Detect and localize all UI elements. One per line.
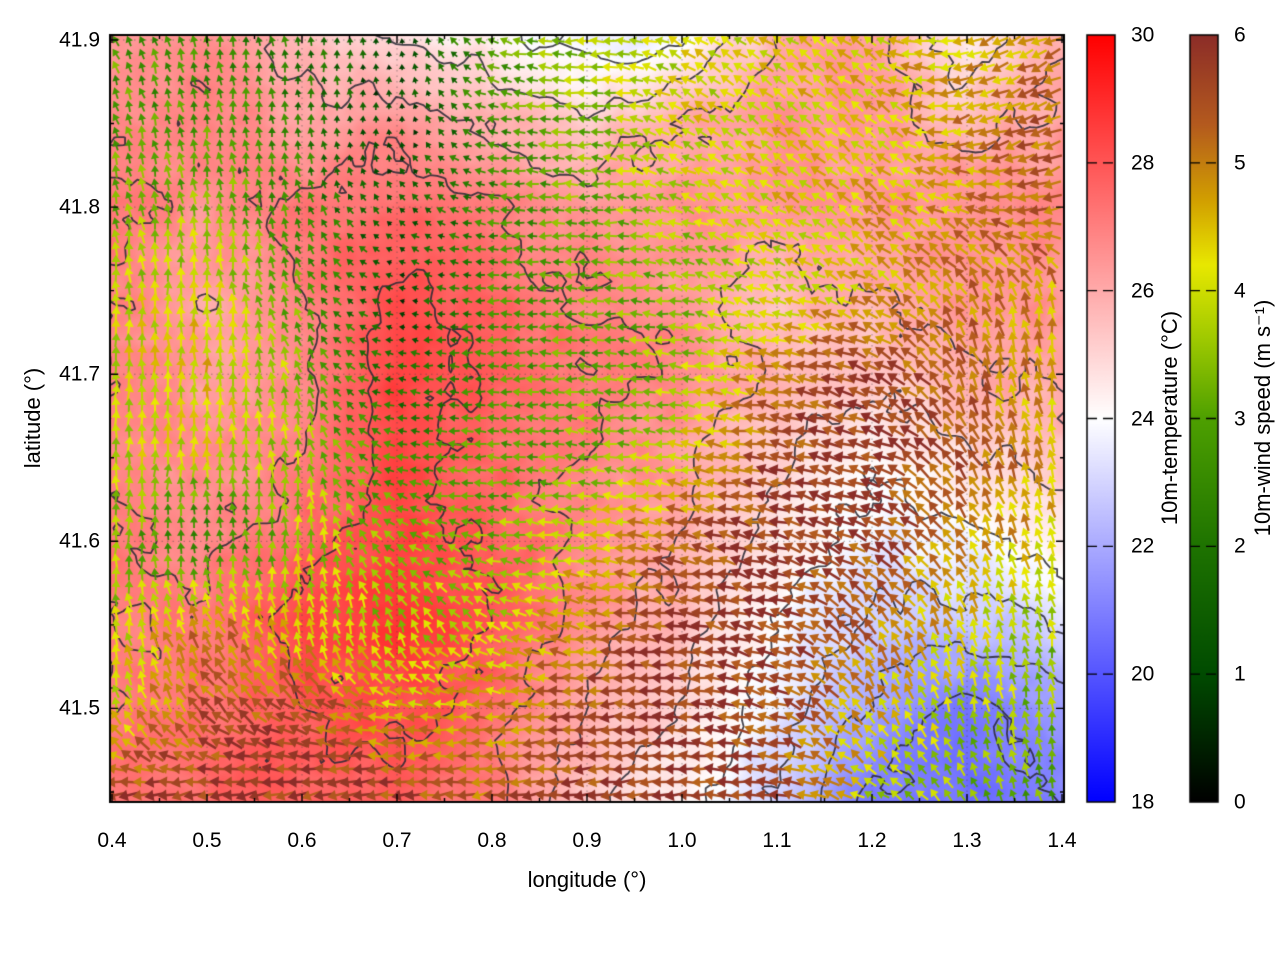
y-axis-title: latitude (°) — [20, 367, 45, 469]
x-tick-label-1.2: 1.2 — [857, 829, 887, 852]
colorbar-windspeed-title: 10m-wind speed (m s⁻¹) — [1250, 299, 1275, 537]
x-axis-title: longitude (°) — [527, 867, 647, 892]
x-tick-label-0.7: 0.7 — [382, 829, 412, 852]
x-tick-label-0.5: 0.5 — [192, 829, 222, 852]
windspeed-cb-tick-label-5: 5 — [1234, 151, 1246, 175]
temperature-cb-tick-label-26: 26 — [1131, 279, 1155, 303]
temperature-cb-tick-label-28: 28 — [1131, 151, 1155, 175]
temperature-cb-tick-label-20: 20 — [1131, 662, 1155, 686]
temperature-cb-tick-label-18: 18 — [1131, 790, 1155, 814]
windspeed-cb-tick-label-0: 0 — [1234, 790, 1246, 814]
y-tick-label-41.9: 41.9 — [59, 28, 100, 52]
temperature-cb-tick-label-22: 22 — [1131, 534, 1155, 558]
windspeed-cb-tick-label-6: 6 — [1234, 23, 1246, 47]
x-tick-label-1.3: 1.3 — [952, 829, 982, 852]
y-tick-label-41.8: 41.8 — [59, 195, 100, 219]
windspeed-cb-tick-label-2: 2 — [1234, 534, 1246, 558]
y-tick-label-41.7: 41.7 — [59, 362, 100, 386]
x-tick-label-1.4: 1.4 — [1047, 829, 1077, 852]
x-tick-label-1.0: 1.0 — [667, 829, 697, 852]
windspeed-cb-tick-label-1: 1 — [1234, 662, 1246, 686]
x-tick-label-0.6: 0.6 — [287, 829, 317, 852]
x-tick-label-0.4: 0.4 — [97, 829, 127, 852]
windspeed-cb-tick-label-4: 4 — [1234, 279, 1246, 303]
x-tick-label-1.1: 1.1 — [762, 829, 792, 852]
y-tick-label-41.5: 41.5 — [59, 696, 100, 720]
y-tick-label-41.6: 41.6 — [59, 529, 100, 553]
windspeed-cb-tick-label-3: 3 — [1234, 407, 1246, 430]
x-tick-label-0.8: 0.8 — [477, 829, 507, 852]
x-tick-label-0.9: 0.9 — [572, 829, 602, 852]
temperature-cb-tick-label-24: 24 — [1131, 407, 1155, 430]
temperature-cb-tick-label-30: 30 — [1131, 23, 1155, 47]
colorbar-temperature-title: 10m-temperature (°C) — [1157, 310, 1182, 526]
